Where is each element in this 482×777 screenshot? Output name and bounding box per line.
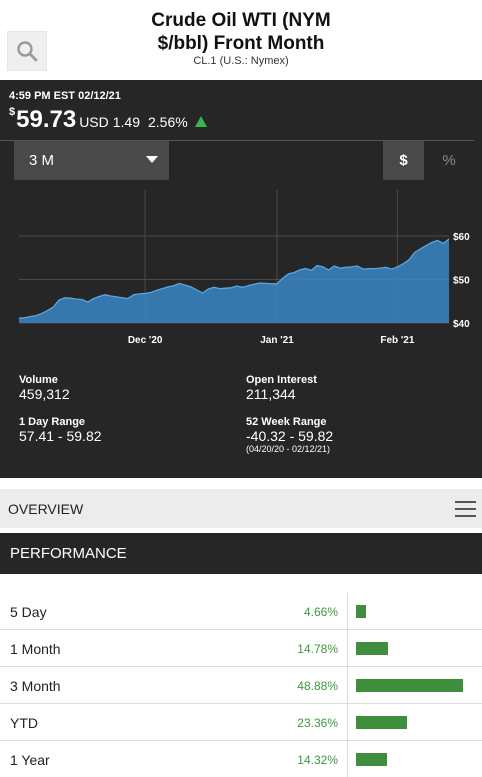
- page-title: Crude Oil WTI (NYM $/bbl) Front Month: [60, 9, 422, 55]
- y-tick-label: $40: [453, 319, 470, 330]
- price-area: [19, 239, 449, 323]
- performance-row: 5 Day 4.66%: [0, 593, 482, 630]
- volume-label: Volume: [19, 374, 58, 386]
- search-icon: [17, 41, 38, 62]
- price-row: $ 59.73 USD 1.49 2.56%: [9, 106, 207, 136]
- price-change-percent: 2.56%: [148, 114, 188, 130]
- performance-row-value: 14.32%: [297, 753, 338, 767]
- performance-bar: [356, 605, 367, 618]
- percent-toggle-button[interactable]: %: [442, 152, 456, 169]
- day-range-value: 57.41 - 59.82: [19, 428, 102, 444]
- performance-bar: [356, 679, 463, 692]
- x-tick-label: Dec '20: [128, 335, 163, 346]
- title-line-2: $/bbl) Front Month: [157, 33, 325, 54]
- performance-row-value: 14.78%: [297, 642, 338, 656]
- week52-range-label: 52 Week Range: [246, 416, 327, 428]
- week52-range-stat: 52 Week Range -40.32 - 59.82 (04/20/20 -…: [246, 416, 333, 455]
- symbol-subtitle: CL.1 (U.S.: Nymex): [193, 55, 289, 67]
- performance-header: PERFORMANCE: [0, 533, 482, 574]
- performance-row: 3 Month 48.88%: [0, 667, 482, 704]
- price-change: 1.49: [112, 114, 140, 130]
- currency-code: USD: [79, 114, 109, 130]
- performance-bar: [356, 642, 389, 655]
- y-tick-label: $50: [453, 276, 470, 287]
- performance-row-label: 3 Month: [10, 678, 61, 694]
- quote-panel: 4:59 PM EST 02/12/21 $ 59.73 USD 1.49 2.…: [0, 80, 482, 478]
- price-chart[interactable]: $60 $50 $40 Dec '20 Jan '21 Feb '21: [0, 180, 482, 350]
- performance-row-value: 4.66%: [303, 605, 338, 619]
- x-tick-label: Feb '21: [380, 335, 414, 346]
- performance-bar: [356, 716, 408, 729]
- overview-bar[interactable]: OVERVIEW: [0, 489, 482, 528]
- dollar-toggle-button[interactable]: $: [383, 141, 424, 180]
- volume-stat: Volume 459,312: [19, 374, 70, 402]
- overview-label: OVERVIEW: [8, 500, 84, 517]
- week52-range-value: -40.32 - 59.82: [246, 428, 334, 444]
- performance-row: 1 Month 14.78%: [0, 630, 482, 667]
- up-arrow-icon: [194, 116, 207, 127]
- performance-bar: [356, 753, 388, 766]
- time-range-value: 3 M: [29, 152, 55, 169]
- chevron-down-icon: [146, 156, 158, 163]
- title-line-1: Crude Oil WTI (NYM: [151, 10, 331, 31]
- performance-row-value: 48.88%: [297, 679, 338, 693]
- open-interest-value: 211,344: [246, 386, 296, 402]
- day-range-stat: 1 Day Range 57.41 - 59.82: [19, 416, 102, 444]
- header: Crude Oil WTI (NYM $/bbl) Front Month CL…: [0, 0, 482, 80]
- last-price: 59.73: [16, 106, 77, 133]
- performance-row: 1 Year 14.32%: [0, 741, 482, 777]
- open-interest-stat: Open Interest 211,344: [246, 374, 317, 402]
- performance-row-value: 23.36%: [297, 716, 338, 730]
- y-tick-label: $60: [453, 232, 470, 243]
- day-range-label: 1 Day Range: [19, 416, 86, 428]
- time-range-dropdown[interactable]: 3 M: [14, 141, 169, 180]
- performance-row-label: 1 Year: [10, 752, 50, 768]
- divider: [0, 140, 474, 141]
- price-line: [18, 238, 450, 319]
- search-button[interactable]: [7, 31, 47, 71]
- currency-symbol: $: [9, 106, 16, 118]
- x-tick-label: Jan '21: [260, 335, 294, 346]
- performance-row: YTD 23.36%: [0, 704, 482, 741]
- quote-timestamp: 4:59 PM EST 02/12/21: [9, 90, 121, 102]
- performance-divider: [347, 593, 348, 777]
- performance-row-label: 5 Day: [10, 604, 47, 620]
- performance-row-label: 1 Month: [10, 641, 61, 657]
- volume-value: 459,312: [19, 386, 70, 402]
- performance-list: 5 Day 4.66% 1 Month 14.78% 3 Month 48.88% YTD 2…: [0, 593, 482, 777]
- performance-row-label: YTD: [10, 715, 38, 731]
- open-interest-label: Open Interest: [246, 374, 317, 386]
- hamburger-icon[interactable]: [455, 501, 476, 517]
- week52-range-dates: (04/20/20 - 02/12/21): [246, 444, 331, 454]
